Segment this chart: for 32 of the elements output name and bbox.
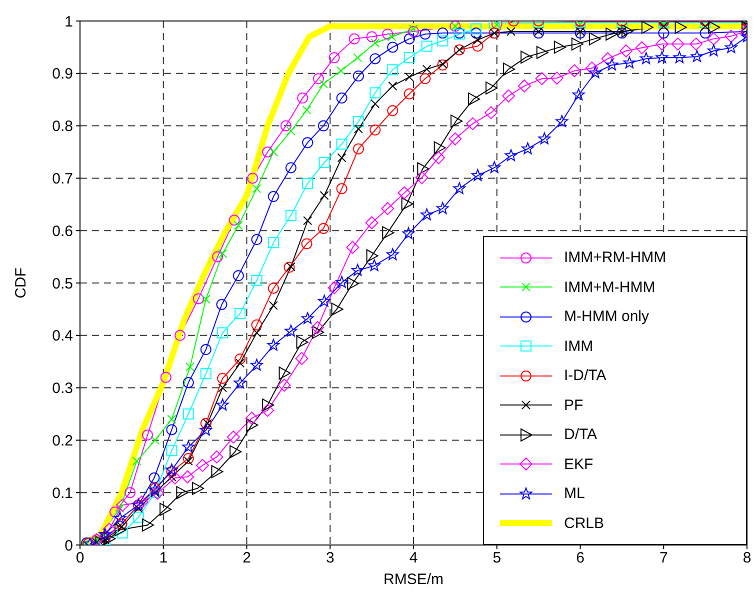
legend-label: I-D/TA: [564, 367, 608, 384]
y-tick-label: 1: [64, 13, 73, 30]
y-tick-label: 0.6: [52, 222, 73, 240]
y-tick-label: 0.5: [52, 275, 73, 292]
legend-label: M-HMM only: [564, 308, 650, 326]
y-tick-label: 0: [64, 537, 73, 554]
x-tick-label: 3: [326, 550, 334, 567]
x-tick-label: 6: [576, 550, 584, 567]
legend-label: IMM+M-HMM: [564, 278, 656, 296]
y-axis-title: CDF: [12, 268, 30, 298]
x-tick-label: 0: [76, 550, 84, 567]
legend-label: CRLB: [564, 514, 606, 532]
x-tick-label: 4: [409, 550, 418, 567]
y-tick-label: 0.7: [52, 170, 73, 188]
y-tick-label: 0.9: [52, 66, 73, 83]
x-tick-label: 7: [659, 550, 668, 567]
legend-label: EKF: [564, 456, 594, 473]
x-tick-label: 2: [242, 550, 251, 567]
y-tick-label: 0.4: [52, 328, 73, 345]
x-axis-title: RMSE/m: [384, 571, 444, 588]
x-tick-label: 5: [492, 550, 502, 567]
legend-label: IMM: [564, 338, 594, 355]
x-tick-label: 1: [159, 550, 168, 567]
y-tick-label: 0.8: [52, 118, 73, 136]
legend-label: ML: [564, 485, 586, 502]
y-tick-label: 0.3: [52, 380, 73, 398]
legend-label: IMM+RM-HMM: [564, 249, 668, 266]
x-tick-label: 8: [742, 550, 752, 567]
y-tick-label: 0.2: [52, 432, 73, 450]
legend-label: D/TA: [564, 426, 598, 444]
legend-label: PF: [564, 396, 584, 414]
y-tick-label: 0.1: [52, 484, 73, 502]
